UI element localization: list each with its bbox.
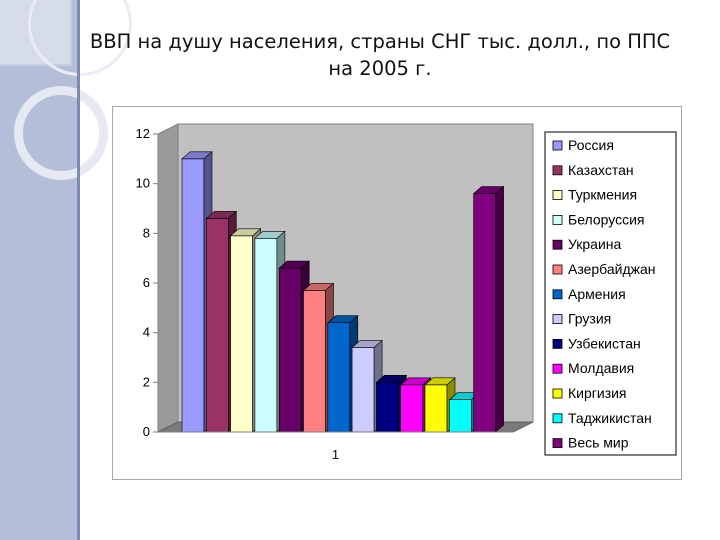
y-tick-label: 2 [143, 374, 150, 389]
legend-swatch [552, 239, 563, 250]
decorative-ring-middle [14, 86, 108, 180]
bar-front [230, 235, 253, 433]
legend-label: Белоруссия [568, 211, 645, 227]
legend-swatch [552, 165, 563, 176]
legend-box [544, 131, 677, 456]
y-tick-label: 0 [143, 424, 150, 439]
bar [472, 185, 505, 433]
legend-label: Грузия [568, 311, 611, 327]
legend-swatch [552, 314, 563, 325]
legend-label: Узбекистан [568, 335, 641, 351]
bar-front [303, 290, 326, 433]
legend-label: Казахстан [568, 162, 634, 178]
sidebar-band [0, 0, 79, 540]
sidebar-edge-line [77, 0, 80, 540]
legend-label: Таджикистан [568, 410, 652, 426]
legend-swatch [552, 338, 563, 349]
bar-front [473, 193, 496, 433]
bar-side [495, 185, 504, 433]
legend-swatch [552, 140, 563, 151]
x-tick-label: 1 [332, 447, 339, 462]
bar-front [424, 384, 448, 433]
legend-label: Армения [568, 286, 626, 302]
legend-label: Туркмения [568, 187, 637, 203]
chart-bars [181, 151, 505, 433]
y-tick-label: 8 [143, 225, 150, 240]
bar-front [206, 218, 229, 433]
bar-front [448, 399, 472, 433]
side-wall [157, 123, 179, 433]
legend-swatch [552, 388, 563, 399]
legend-label: Молдавия [568, 360, 634, 376]
y-tick-label: 4 [143, 325, 150, 340]
legend-label: Украина [568, 236, 622, 252]
bar-front [376, 382, 399, 433]
y-tick-label: 10 [136, 176, 150, 191]
bar-front [181, 158, 205, 433]
bar [424, 377, 456, 433]
bar-front [400, 384, 424, 433]
legend-swatch [552, 413, 563, 424]
legend-swatch [552, 264, 563, 275]
y-axis: 0 2 4 6 8 10 12 [136, 126, 159, 439]
bar-front [254, 238, 278, 433]
bar-front [278, 267, 302, 433]
legend-label: Киргизия [568, 385, 627, 401]
legend-swatch [552, 190, 563, 200]
legend-swatch [552, 215, 563, 225]
legend-label: Азербайджан [568, 261, 656, 277]
y-tick-label: 6 [143, 275, 150, 290]
chart-legend: Россия Казахстан Туркмения Белоруссия Украин… [544, 131, 677, 456]
bar-front [327, 322, 351, 433]
slide-title: ВВП на душу населения, страны СНГ тыс. д… [89, 30, 671, 80]
legend-label: Россия [568, 137, 614, 153]
legend-swatch [552, 289, 563, 300]
legend-swatch [552, 363, 563, 374]
chart-frame: 0 2 4 6 8 10 12 1 Россия Казахстан Туркмения Бело… [112, 106, 682, 480]
bar-chart: 0 2 4 6 8 10 12 1 Россия Казахстан Туркмения Бело… [136, 123, 677, 462]
bar-front [351, 347, 375, 433]
legend-swatch [552, 438, 563, 449]
y-tick-label: 12 [136, 126, 150, 141]
legend-label: Весь мир [568, 435, 629, 451]
x-axis: 1 [158, 431, 513, 462]
